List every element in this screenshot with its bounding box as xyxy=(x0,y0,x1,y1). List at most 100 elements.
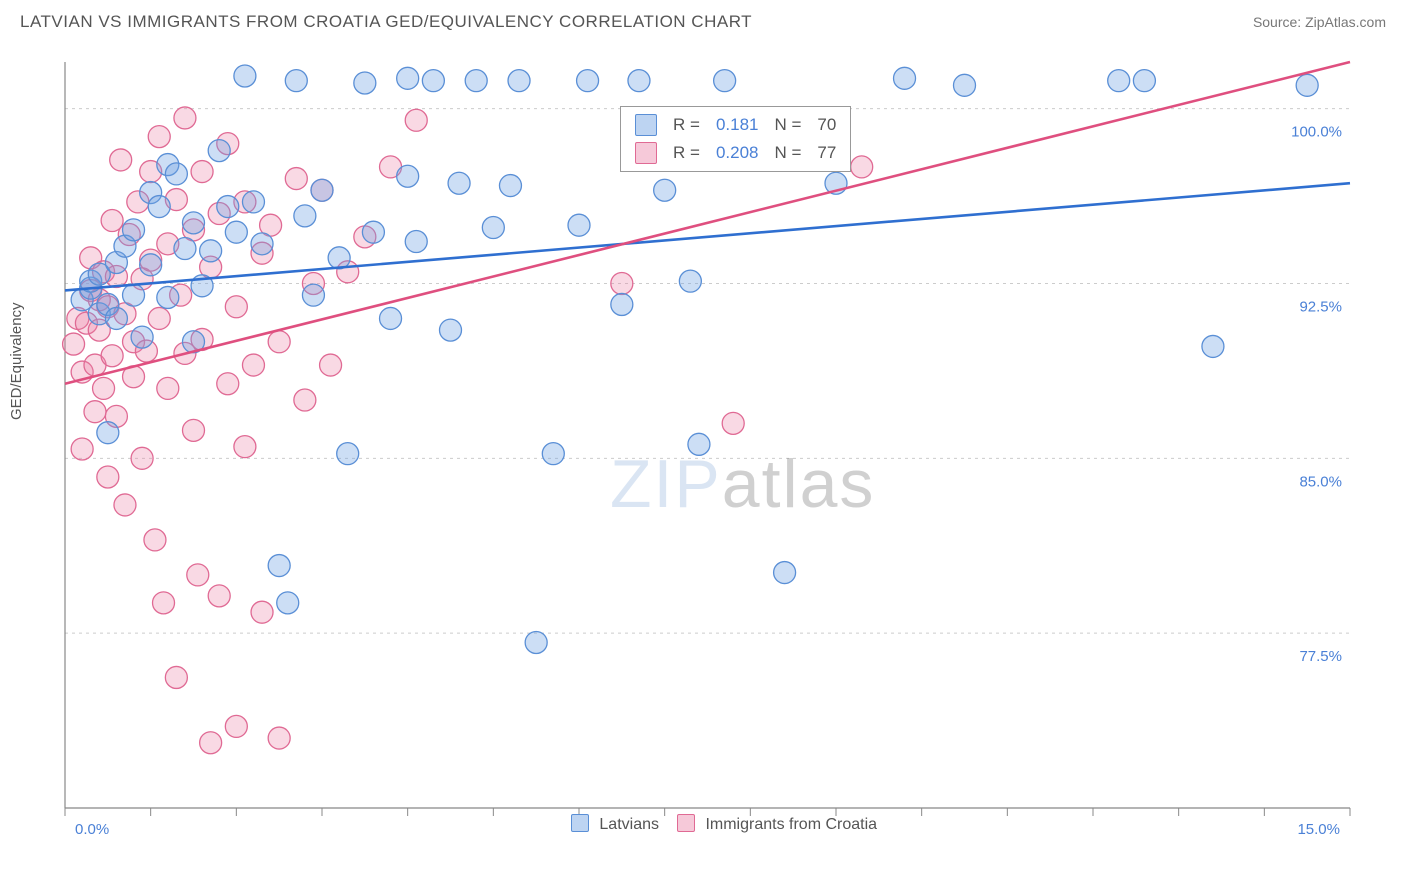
scatter-point xyxy=(277,592,299,614)
scatter-point xyxy=(577,70,599,92)
scatter-point xyxy=(183,419,205,441)
scatter-point xyxy=(268,727,290,749)
scatter-point xyxy=(1202,335,1224,357)
scatter-point xyxy=(93,377,115,399)
scatter-point xyxy=(174,107,196,129)
scatter-point xyxy=(954,74,976,96)
scatter-point xyxy=(302,284,324,306)
scatter-point xyxy=(63,333,85,355)
scatter-point xyxy=(217,373,239,395)
series-legend: Latvians Immigrants from Croatia xyxy=(50,814,1380,834)
scatter-point xyxy=(405,109,427,131)
scatter-point xyxy=(440,319,462,341)
scatter-point xyxy=(294,205,316,227)
scatter-point xyxy=(225,296,247,318)
svg-text:85.0%: 85.0% xyxy=(1299,473,1342,490)
scatter-point xyxy=(568,214,590,236)
scatter-point xyxy=(114,494,136,516)
scatter-point xyxy=(191,161,213,183)
scatter-point xyxy=(165,163,187,185)
scatter-point xyxy=(200,240,222,262)
correlation-legend: R =0.181N =70R =0.208N =77 xyxy=(620,106,851,172)
scatter-point xyxy=(234,65,256,87)
scatter-point xyxy=(1108,70,1130,92)
scatter-point xyxy=(131,447,153,469)
scatter-point xyxy=(110,149,132,171)
scatter-point xyxy=(84,401,106,423)
scatter-point xyxy=(123,284,145,306)
scatter-point xyxy=(611,293,633,315)
scatter-point xyxy=(679,270,701,292)
y-axis-label: GED/Equivalency xyxy=(8,302,25,420)
scatter-point xyxy=(320,354,342,376)
chart-title: LATVIAN VS IMMIGRANTS FROM CROATIA GED/E… xyxy=(20,12,752,32)
scatter-point xyxy=(362,221,384,243)
scatter-point xyxy=(242,354,264,376)
scatter-point xyxy=(328,247,350,269)
svg-text:77.5%: 77.5% xyxy=(1299,648,1342,665)
scatter-point xyxy=(422,70,444,92)
scatter-point xyxy=(234,436,256,458)
scatter-point xyxy=(208,140,230,162)
plot-area: 77.5%85.0%92.5%100.0%0.0%15.0% ZIPatlas … xyxy=(50,50,1380,840)
scatter-point xyxy=(525,631,547,653)
scatter-point xyxy=(148,196,170,218)
scatter-point xyxy=(157,286,179,308)
scatter-point xyxy=(285,168,307,190)
scatter-point xyxy=(448,172,470,194)
scatter-point xyxy=(165,666,187,688)
legend-swatch xyxy=(677,814,695,832)
scatter-point xyxy=(183,212,205,234)
scatter-point xyxy=(123,219,145,241)
scatter-point xyxy=(148,307,170,329)
scatter-point xyxy=(894,67,916,89)
scatter-point xyxy=(208,585,230,607)
scatter-point xyxy=(337,443,359,465)
scatter-point xyxy=(174,238,196,260)
scatter-point xyxy=(200,732,222,754)
legend-label: Latvians xyxy=(595,816,659,833)
svg-text:92.5%: 92.5% xyxy=(1299,298,1342,315)
scatter-point xyxy=(268,555,290,577)
scatter-point xyxy=(285,70,307,92)
scatter-point xyxy=(688,433,710,455)
scatter-point xyxy=(225,715,247,737)
scatter-point xyxy=(101,345,123,367)
scatter-point xyxy=(268,331,290,353)
scatter-point xyxy=(242,191,264,213)
source-link[interactable]: ZipAtlas.com xyxy=(1305,14,1386,30)
legend-swatch xyxy=(571,814,589,832)
scatter-point xyxy=(405,231,427,253)
legend-row: R =0.181N =70 xyxy=(627,111,844,139)
scatter-point xyxy=(311,179,333,201)
scatter-point xyxy=(187,564,209,586)
scatter-point xyxy=(774,562,796,584)
scatter-point xyxy=(105,307,127,329)
scatter-point xyxy=(217,196,239,218)
scatter-point xyxy=(131,326,153,348)
scatter-point xyxy=(714,70,736,92)
scatter-point xyxy=(148,126,170,148)
scatter-point xyxy=(499,175,521,197)
scatter-point xyxy=(482,217,504,239)
scatter-point xyxy=(465,70,487,92)
legend-row: R =0.208N =77 xyxy=(627,139,844,167)
page: LATVIAN VS IMMIGRANTS FROM CROATIA GED/E… xyxy=(0,0,1406,892)
scatter-point xyxy=(1133,70,1155,92)
scatter-point xyxy=(508,70,530,92)
scatter-point xyxy=(611,272,633,294)
scatter-point xyxy=(397,67,419,89)
scatter-point xyxy=(153,592,175,614)
scatter-point xyxy=(140,254,162,276)
scatter-point xyxy=(542,443,564,465)
scatter-point xyxy=(654,179,676,201)
scatter-point xyxy=(380,307,402,329)
scatter-point xyxy=(144,529,166,551)
scatter-point xyxy=(851,156,873,178)
scatter-point xyxy=(97,422,119,444)
scatter-point xyxy=(628,70,650,92)
scatter-point xyxy=(397,165,419,187)
scatter-point xyxy=(722,412,744,434)
title-bar: LATVIAN VS IMMIGRANTS FROM CROATIA GED/E… xyxy=(0,0,1406,38)
svg-text:100.0%: 100.0% xyxy=(1291,124,1342,141)
